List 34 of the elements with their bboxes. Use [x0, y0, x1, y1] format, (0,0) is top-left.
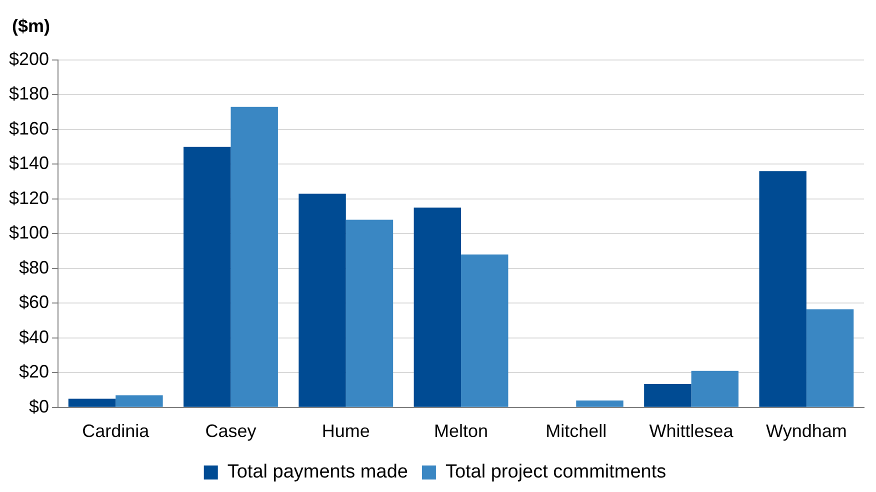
y-tick-label: $200	[8, 48, 50, 69]
y-tick-label: $80	[18, 257, 50, 278]
y-axis-title: ($m)	[12, 16, 50, 36]
y-tick-label: $180	[8, 84, 50, 104]
y-tick-label: $20	[18, 362, 50, 382]
y-tick-label: $160	[8, 118, 50, 138]
y-tick-label: $100	[8, 222, 50, 243]
bar	[346, 220, 394, 407]
bar	[184, 146, 231, 407]
legend-label: Total payments made	[227, 462, 408, 483]
bar	[116, 395, 163, 407]
x-tick-label: Mitchell	[546, 421, 607, 442]
x-tick-label: Cardinia	[82, 421, 150, 442]
x-tick-label: Casey	[205, 421, 256, 442]
x-tick-label: Hume	[322, 421, 370, 442]
bar	[461, 254, 508, 407]
bar	[414, 208, 462, 407]
y-tick-label: $120	[8, 188, 50, 208]
bar	[759, 171, 806, 407]
y-tick-label: $60	[18, 292, 50, 312]
y-tick-label: $140	[8, 153, 50, 174]
bar	[644, 384, 692, 407]
bar	[68, 398, 116, 407]
x-tick-label: Whittlesea	[649, 421, 734, 442]
bar	[806, 309, 854, 407]
y-tick-label: $0	[29, 396, 50, 416]
legend-label: Total project commitments	[445, 462, 666, 483]
bar	[691, 370, 738, 407]
bar	[298, 194, 346, 407]
bar	[230, 106, 278, 407]
y-tick-label: $40	[18, 326, 50, 347]
x-tick-label: Wyndham	[766, 421, 847, 442]
bar	[576, 400, 624, 407]
x-tick-label: Melton	[434, 421, 488, 442]
